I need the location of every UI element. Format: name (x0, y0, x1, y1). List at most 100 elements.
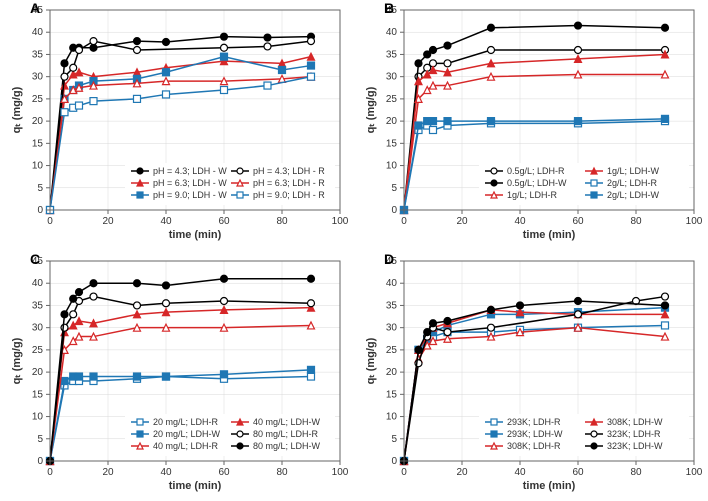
svg-text:5: 5 (37, 183, 43, 194)
svg-text:pH = 6.3; LDH - R: pH = 6.3; LDH - R (253, 178, 325, 188)
svg-text:35: 35 (32, 49, 44, 60)
svg-text:2g/L; LDH-R: 2g/L; LDH-R (607, 178, 658, 188)
svg-text:0: 0 (391, 205, 397, 216)
svg-text:60: 60 (218, 216, 230, 227)
svg-text:qₜ (mg/g): qₜ (mg/g) (365, 337, 377, 384)
svg-text:pH = 9.0; LDH - R: pH = 9.0; LDH - R (253, 190, 325, 200)
panel-D: D020406080100051015202530354045time (min… (354, 251, 708, 501)
svg-text:15: 15 (32, 138, 44, 149)
svg-text:time (min): time (min) (523, 229, 576, 241)
svg-text:time (min): time (min) (169, 229, 222, 241)
svg-text:35: 35 (32, 300, 44, 311)
svg-text:308K; LDH-W: 308K; LDH-W (607, 417, 663, 427)
svg-text:0.5g/L; LDH-R: 0.5g/L; LDH-R (507, 166, 565, 176)
svg-text:100: 100 (686, 216, 703, 227)
svg-text:15: 15 (32, 389, 44, 400)
chart-grid: A020406080100051015202530354045time (min… (0, 0, 708, 501)
svg-text:0: 0 (391, 456, 397, 467)
svg-text:25: 25 (386, 94, 398, 105)
svg-text:20: 20 (386, 367, 398, 378)
svg-text:308K; LDH-R: 308K; LDH-R (507, 441, 561, 451)
svg-text:pH = 6.3; LDH - W: pH = 6.3; LDH - W (153, 178, 227, 188)
svg-text:40: 40 (160, 216, 172, 227)
svg-text:40: 40 (160, 467, 172, 478)
svg-text:10: 10 (32, 411, 44, 422)
svg-text:80: 80 (630, 216, 642, 227)
svg-text:323K; LDH-W: 323K; LDH-W (607, 441, 663, 451)
svg-text:40: 40 (514, 216, 526, 227)
svg-text:5: 5 (391, 183, 397, 194)
svg-text:20: 20 (456, 467, 468, 478)
svg-text:qₜ (mg/g): qₜ (mg/g) (11, 86, 23, 133)
svg-text:30: 30 (386, 322, 398, 333)
svg-text:0: 0 (37, 205, 43, 216)
svg-text:60: 60 (218, 467, 230, 478)
svg-text:100: 100 (686, 467, 703, 478)
svg-text:10: 10 (32, 161, 44, 172)
svg-text:60: 60 (572, 216, 584, 227)
svg-text:40: 40 (32, 278, 44, 289)
svg-text:80 mg/L; LDH-R: 80 mg/L; LDH-R (253, 429, 319, 439)
svg-text:pH = 4.3; LDH - W: pH = 4.3; LDH - W (153, 166, 227, 176)
svg-text:20: 20 (102, 216, 114, 227)
svg-text:0: 0 (37, 456, 43, 467)
svg-text:20: 20 (32, 367, 44, 378)
panel-A: A020406080100051015202530354045time (min… (0, 0, 354, 251)
svg-text:40: 40 (514, 467, 526, 478)
panel-label-A: A (30, 0, 40, 16)
svg-text:40 mg/L; LDH-W: 40 mg/L; LDH-W (253, 417, 321, 427)
svg-text:293K; LDH-W: 293K; LDH-W (507, 429, 563, 439)
svg-text:2g/L; LDH-W: 2g/L; LDH-W (607, 190, 660, 200)
svg-text:time (min): time (min) (169, 480, 222, 492)
svg-text:0.5g/L; LDH-W: 0.5g/L; LDH-W (507, 178, 567, 188)
svg-text:60: 60 (572, 467, 584, 478)
svg-text:40: 40 (386, 278, 398, 289)
svg-text:40: 40 (386, 27, 398, 38)
svg-text:15: 15 (386, 138, 398, 149)
svg-text:20: 20 (32, 116, 44, 127)
svg-text:1g/L; LDH-R: 1g/L; LDH-R (507, 190, 558, 200)
svg-text:25: 25 (32, 344, 44, 355)
svg-text:20: 20 (456, 216, 468, 227)
svg-text:pH = 9.0; LDH - W: pH = 9.0; LDH - W (153, 190, 227, 200)
svg-text:30: 30 (32, 72, 44, 83)
svg-text:10: 10 (386, 411, 398, 422)
svg-text:time (min): time (min) (523, 480, 576, 492)
svg-text:80: 80 (276, 216, 288, 227)
svg-text:5: 5 (391, 433, 397, 444)
svg-text:15: 15 (386, 389, 398, 400)
svg-text:30: 30 (386, 72, 398, 83)
svg-text:35: 35 (386, 49, 398, 60)
svg-text:25: 25 (386, 344, 398, 355)
svg-text:20 mg/L; LDH-R: 20 mg/L; LDH-R (153, 417, 219, 427)
svg-text:pH = 4.3; LDH - R: pH = 4.3; LDH - R (253, 166, 325, 176)
svg-text:40 mg/L; LDH-R: 40 mg/L; LDH-R (153, 441, 219, 451)
svg-text:80: 80 (630, 467, 642, 478)
panel-B: B020406080100051015202530354045time (min… (354, 0, 708, 251)
panel-label-D: D (384, 251, 394, 267)
svg-text:25: 25 (32, 94, 44, 105)
svg-text:80 mg/L; LDH-W: 80 mg/L; LDH-W (253, 441, 321, 451)
svg-text:20 mg/L; LDH-W: 20 mg/L; LDH-W (153, 429, 221, 439)
svg-text:40: 40 (32, 27, 44, 38)
panel-C: C020406080100051015202530354045time (min… (0, 251, 354, 501)
svg-text:20: 20 (386, 116, 398, 127)
svg-text:30: 30 (32, 322, 44, 333)
svg-text:100: 100 (332, 216, 349, 227)
svg-text:0: 0 (47, 216, 53, 227)
panel-label-C: C (30, 251, 40, 267)
panel-label-B: B (384, 0, 394, 16)
svg-text:1g/L; LDH-W: 1g/L; LDH-W (607, 166, 660, 176)
svg-text:100: 100 (332, 467, 349, 478)
svg-text:323K; LDH-R: 323K; LDH-R (607, 429, 661, 439)
svg-text:0: 0 (401, 467, 407, 478)
svg-text:qₜ (mg/g): qₜ (mg/g) (365, 86, 377, 133)
svg-text:10: 10 (386, 161, 398, 172)
svg-text:qₜ (mg/g): qₜ (mg/g) (11, 337, 23, 384)
svg-text:0: 0 (401, 216, 407, 227)
svg-text:5: 5 (37, 433, 43, 444)
svg-text:80: 80 (276, 467, 288, 478)
svg-text:293K; LDH-R: 293K; LDH-R (507, 417, 561, 427)
svg-text:20: 20 (102, 467, 114, 478)
svg-text:35: 35 (386, 300, 398, 311)
